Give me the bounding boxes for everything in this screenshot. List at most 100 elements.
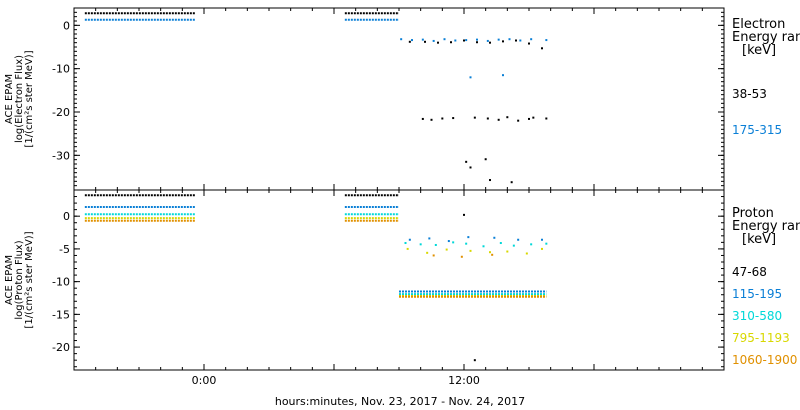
electron-point — [497, 118, 500, 121]
electron-point — [443, 38, 446, 41]
proton-ytick-label: -20 — [52, 341, 70, 354]
proton-ylabel-line: log(Proton Flux) — [14, 240, 25, 319]
proton-legend-item: 310-580 — [732, 309, 782, 323]
electron-ylabel-line: [1/(cm²s ster MeV)] — [24, 50, 35, 147]
electron-ytick-label: 0 — [63, 19, 70, 32]
proton-point — [525, 252, 528, 255]
proton-point — [473, 359, 476, 362]
proton-point — [460, 255, 463, 258]
electron-point — [476, 41, 478, 44]
electron-point — [432, 39, 435, 42]
electron-point — [437, 41, 439, 44]
proton-point — [545, 242, 548, 245]
electron-point — [476, 38, 478, 41]
proton-series-1060-1900 — [84, 219, 547, 298]
proton-point — [493, 236, 496, 239]
electron-point — [532, 116, 535, 119]
proton-ytick-label: -15 — [52, 308, 70, 321]
electron-point — [484, 158, 487, 161]
electron-legend-item: 175-315 — [732, 123, 782, 137]
electron-point — [465, 39, 468, 42]
electron-point — [469, 76, 472, 79]
electron-point — [545, 39, 548, 42]
electron-point — [450, 41, 452, 44]
electron-legend-title: [keV] — [742, 43, 776, 58]
electron-point — [486, 117, 489, 120]
electron-point — [421, 38, 424, 41]
proton-series-310-580 — [84, 213, 548, 296]
proton-point — [482, 245, 485, 248]
proton-legend-title: Energy range — [732, 219, 800, 234]
electron-series-38-53 — [84, 12, 548, 184]
electron-ylabel-line: log(Electron Flux) — [14, 55, 25, 143]
electron-series-175-315 — [84, 18, 548, 79]
proton-legend-item: 795-1193 — [732, 331, 790, 345]
proton-point — [447, 240, 450, 243]
proton-point — [406, 247, 409, 250]
proton-point — [463, 213, 465, 216]
electron-legend-title: Energy range — [732, 30, 800, 45]
electron-point — [421, 117, 424, 120]
electron-point — [515, 39, 517, 42]
electron-point — [541, 47, 543, 50]
electron-ytick-label: -30 — [52, 149, 70, 162]
proton-point — [445, 248, 448, 251]
proton-point — [432, 254, 435, 257]
electron-point — [473, 116, 476, 119]
proton-point — [408, 238, 411, 241]
x-tick-label: 0:00 — [192, 374, 217, 387]
electron-point — [502, 74, 504, 77]
proton-point — [419, 243, 422, 246]
proton-point — [517, 238, 520, 241]
proton-point — [541, 247, 543, 250]
electron-point — [510, 181, 513, 184]
electron-ylabel-line: ACE EPAM — [4, 74, 15, 124]
proton-point — [489, 251, 491, 254]
electron-point — [519, 39, 522, 42]
proton-legend-item: 115-195 — [732, 287, 782, 301]
proton-legend-item: 47-68 — [732, 265, 767, 279]
proton-series-795-1193 — [84, 217, 547, 298]
electron-point — [441, 117, 444, 120]
electron-legend-title: Electron — [732, 17, 785, 32]
electron-point — [528, 117, 530, 120]
electron-point — [489, 41, 491, 44]
proton-legend-title: Proton — [732, 206, 774, 221]
proton-point — [467, 236, 470, 239]
proton-point — [530, 243, 533, 246]
electron-point — [489, 179, 491, 182]
electron-point — [469, 166, 472, 169]
electron-point — [411, 39, 413, 42]
electron-point — [530, 38, 533, 41]
electron-point — [400, 38, 403, 41]
electron-point — [506, 116, 509, 119]
proton-point — [499, 242, 502, 245]
proton-legend-item: 1060-1900 — [732, 353, 797, 367]
proton-point — [512, 244, 515, 247]
proton-point — [541, 238, 543, 241]
proton-point — [469, 249, 472, 252]
electron-point — [452, 117, 455, 120]
electron-point — [424, 40, 426, 43]
proton-ytick-label: -5 — [59, 243, 70, 256]
electron-point — [430, 118, 433, 121]
electron-legend-item: 38-53 — [732, 87, 767, 101]
proton-plot-frame — [73, 189, 725, 371]
proton-point — [434, 243, 437, 246]
electron-ytick-label: -20 — [52, 106, 70, 119]
x-tick-label: 12:00 — [448, 374, 480, 387]
electron-point — [508, 38, 511, 41]
electron-point — [545, 117, 548, 120]
electron-point — [502, 40, 504, 43]
proton-point — [491, 253, 494, 256]
electron-point — [454, 39, 457, 42]
proton-point — [465, 242, 468, 245]
proton-ytick-label: 0 — [63, 210, 70, 223]
electron-point — [517, 119, 520, 122]
proton-point — [428, 237, 431, 240]
electron-point — [486, 39, 489, 42]
electron-point — [528, 42, 530, 45]
proton-point — [426, 251, 429, 254]
proton-ytick-label: -10 — [52, 276, 70, 289]
proton-point — [404, 242, 407, 245]
